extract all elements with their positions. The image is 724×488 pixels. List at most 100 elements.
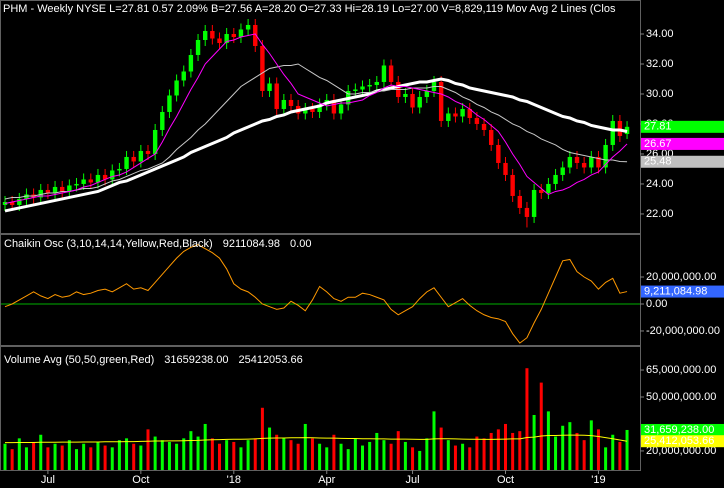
last-value-label: 27.81 <box>644 121 672 133</box>
legend-text: 31659238.00 <box>164 354 228 366</box>
y-tick-label: 20,000,000.00 <box>646 271 716 283</box>
candle-body <box>467 108 472 118</box>
volume-bar <box>625 429 629 470</box>
candle-body <box>17 198 22 205</box>
candle-body <box>360 86 365 90</box>
candle-body <box>489 129 494 145</box>
volume-bar <box>296 443 300 470</box>
volume-bar <box>125 438 129 470</box>
candle-body <box>353 89 358 91</box>
y-tick-label: 24.00 <box>646 178 674 190</box>
y-tick-label: 20,000,000.00 <box>646 445 716 457</box>
volume-bar <box>239 447 243 470</box>
candle-body <box>438 81 444 121</box>
volume-bar <box>375 432 379 470</box>
volume-bar <box>10 449 14 470</box>
x-tick-label: '19 <box>591 474 605 486</box>
volume-bar <box>568 422 572 470</box>
volume-bar <box>611 434 615 470</box>
volume-bar <box>396 431 400 470</box>
candle-body <box>245 24 251 30</box>
volume-bar <box>46 447 50 470</box>
candle-body <box>102 174 108 180</box>
candle-body <box>610 120 615 145</box>
candle-body <box>560 167 565 175</box>
candle-body <box>503 162 508 175</box>
candle-body <box>124 156 129 169</box>
oscillator-panel-frame <box>0 234 641 346</box>
y-tick-label: 30.00 <box>646 88 674 100</box>
candle-body <box>24 194 29 199</box>
volume-bar <box>453 445 457 470</box>
candle-body <box>131 156 136 162</box>
volume-bar <box>225 440 229 470</box>
volume-bar <box>353 438 357 470</box>
volume-bar <box>153 436 157 470</box>
volume-bar <box>332 434 336 470</box>
last-value-box <box>641 155 724 168</box>
volume-bar <box>439 427 443 470</box>
volume-bar <box>203 423 207 470</box>
volume-bar <box>24 447 28 470</box>
legend-text: 25412053.66 <box>238 354 302 366</box>
volume-bar <box>489 432 493 470</box>
volume-bar <box>268 427 272 470</box>
volume-bar <box>303 423 307 470</box>
candle-body <box>603 144 608 168</box>
volume-bar <box>189 431 193 470</box>
candle-body <box>95 174 101 183</box>
volume-bar <box>589 420 593 470</box>
volume-bar <box>318 443 322 470</box>
volume-bar <box>167 441 171 470</box>
x-tick-label: '18 <box>227 474 241 486</box>
candle-body <box>474 117 480 124</box>
candle-body <box>281 99 287 109</box>
volume-bar <box>468 447 472 470</box>
candle-body <box>217 38 222 43</box>
candle-body <box>203 30 208 40</box>
y-tick-label: 65,000,000.00 <box>646 364 716 376</box>
volume-bar <box>282 438 286 470</box>
volume-bar <box>75 449 78 470</box>
volume-bar <box>532 414 536 470</box>
candle-body <box>596 156 601 168</box>
y-tick-label: 0.00 <box>646 298 667 310</box>
last-value-label: 25,412,053.66 <box>644 435 714 447</box>
volume-bar <box>346 449 350 470</box>
volume-bar <box>289 440 293 470</box>
candle-body <box>160 111 165 130</box>
volume-bar <box>103 445 107 470</box>
last-value-label: 31,659,238.00 <box>644 424 714 436</box>
legend-text: Volume Avg (50,50,green,Red) <box>4 354 154 366</box>
volume-bar <box>539 382 543 470</box>
candle-body <box>260 45 265 91</box>
candle-body <box>388 65 394 82</box>
x-tick-label: Oct <box>132 474 149 486</box>
candle-body <box>374 81 379 85</box>
volume-bar <box>546 411 550 470</box>
volume-bar <box>89 447 93 470</box>
candle-body <box>524 207 530 217</box>
volume-bar <box>82 443 86 470</box>
volume-bar <box>575 432 579 470</box>
candle-body <box>152 129 158 154</box>
candle-body <box>424 90 430 97</box>
volume-bar <box>561 425 565 470</box>
last-value-label: 25.48 <box>644 156 672 168</box>
volume-bar <box>110 447 114 470</box>
volume-bar <box>139 445 143 470</box>
volume-bar <box>525 368 529 470</box>
candle-body <box>581 162 587 168</box>
volume-bar <box>339 443 343 470</box>
candle-body <box>9 201 15 205</box>
moving-average <box>4 77 628 213</box>
candle-body <box>45 189 51 193</box>
candle-body <box>174 80 179 96</box>
volume-bar <box>496 429 500 470</box>
volume-bar <box>596 429 600 470</box>
candle-body <box>181 71 186 81</box>
candle-body <box>195 39 201 55</box>
volume-bar <box>432 411 436 470</box>
volume-bar <box>39 434 43 470</box>
